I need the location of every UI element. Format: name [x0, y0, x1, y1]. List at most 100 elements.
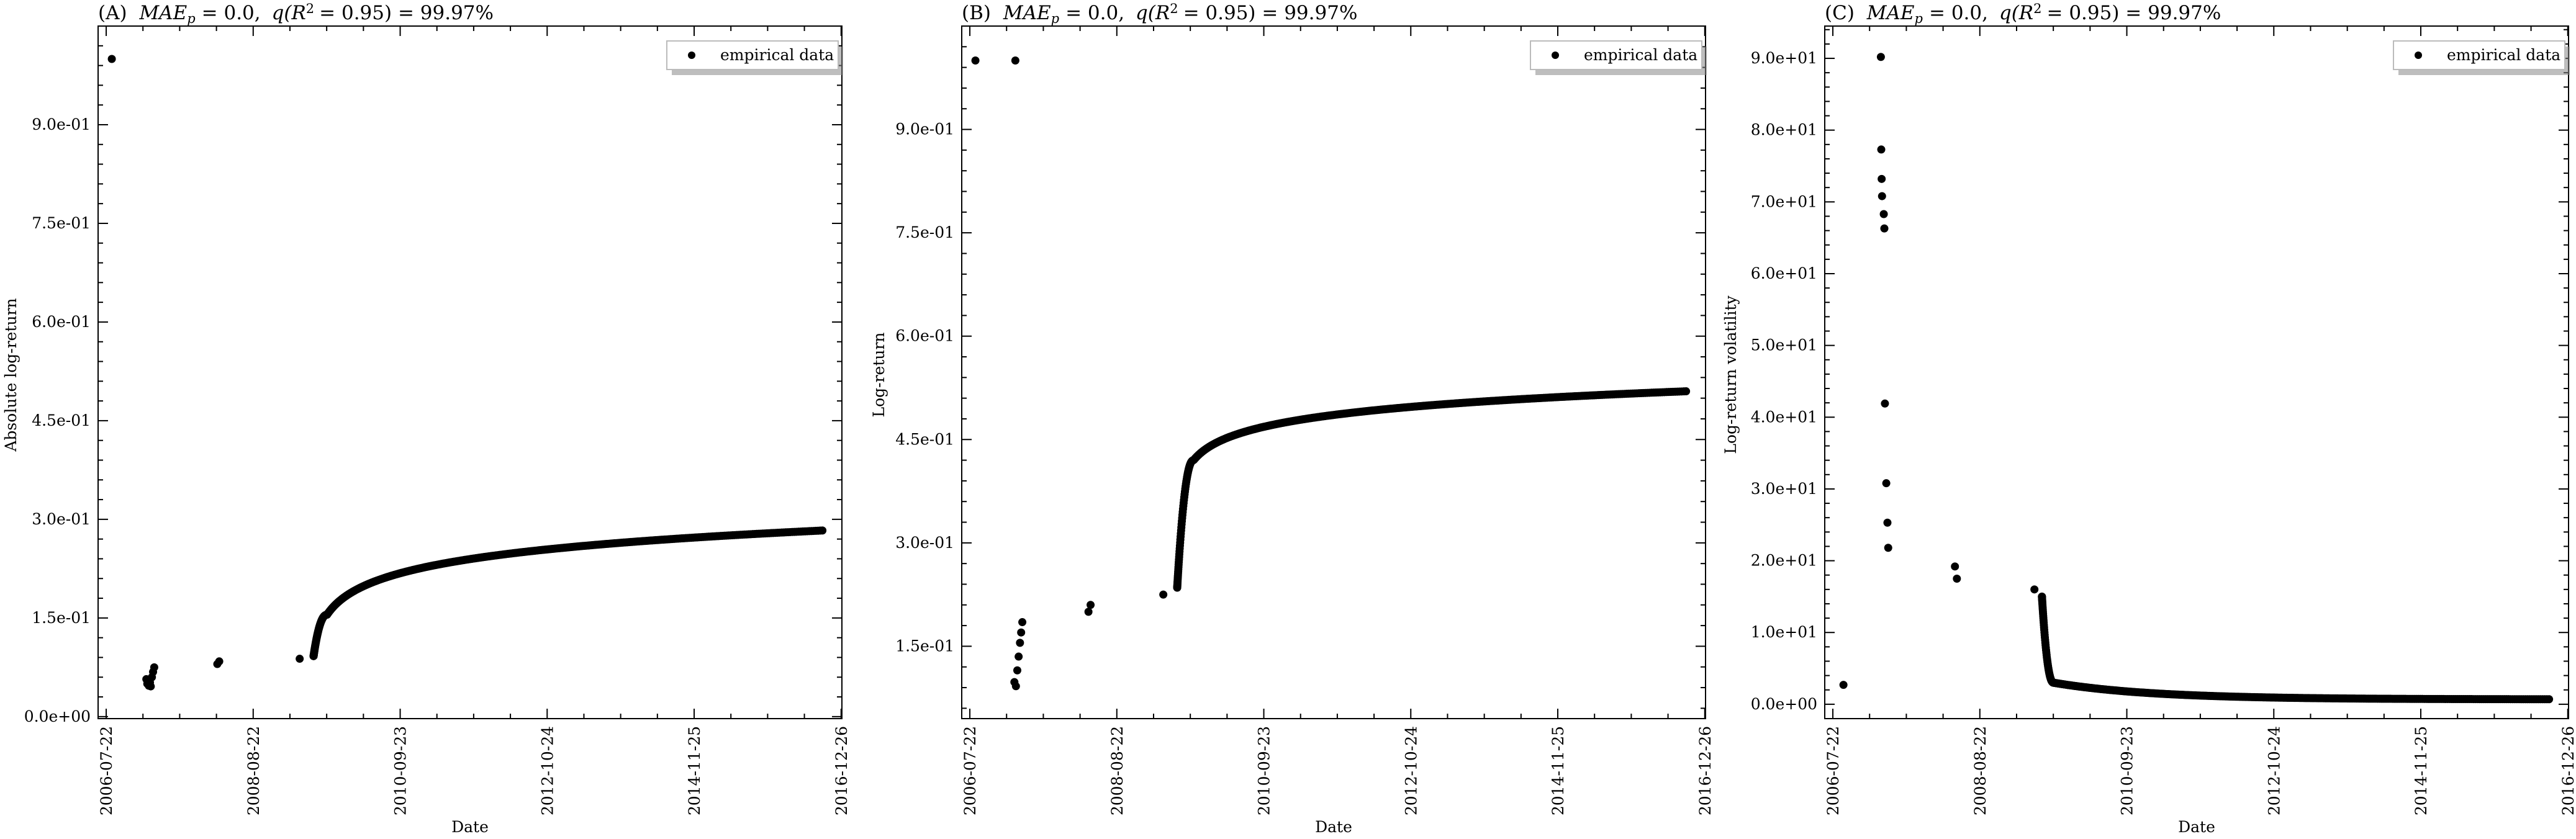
data-point: [1011, 682, 1020, 691]
panel-c-ticks: 0.0e+00 1.0e+01 2.0e+01 3.0e+01 4.0e+01 5.0e+…: [1751, 26, 2576, 815]
data-point: [818, 526, 827, 535]
data-point: [1159, 590, 1168, 599]
data-point: [1839, 681, 1848, 689]
y-tick-label: 6.0e-01: [895, 327, 954, 345]
panel-b-legend-marker: [1552, 52, 1559, 59]
panel-a-marks: [107, 55, 827, 691]
panel-b-frame: [961, 25, 1706, 719]
x-tick-label: 2008-08-22: [1971, 726, 1989, 815]
data-point: [1011, 56, 1019, 65]
panel-a-legend: empirical data: [666, 40, 843, 75]
y-tick-label: 3.0e-01: [895, 534, 954, 552]
panel-a-legend-label: empirical data: [720, 46, 834, 64]
panel-b-legend-label: empirical data: [1584, 46, 1697, 64]
panel-a: (A) MAEp = 0.0, q(R2 = 0.95) = 99.97% Abso…: [2, 1, 851, 836]
y-tick-label: 1.5e-01: [895, 637, 954, 655]
x-tick-label: 2016-12-26: [1696, 726, 1714, 815]
y-tick-label: 4.5e-01: [895, 430, 954, 448]
x-tick-label: 2012-10-24: [538, 726, 556, 815]
y-tick-label: 2.0e+01: [1751, 552, 1817, 570]
panel-b-title: (B) MAEp = 0.0, q(R2 = 0.95) = 99.97%: [962, 1, 1357, 26]
y-tick-label: 7.5e-01: [32, 214, 91, 232]
panel-a-title: (A) MAEp = 0.0, q(R2 = 0.95) = 99.97%: [98, 1, 494, 26]
y-tick-label: 4.5e-01: [32, 411, 91, 429]
data-point: [1013, 666, 1021, 675]
panel-b: (B) MAEp = 0.0, q(R2 = 0.95) = 99.97% Log-…: [870, 1, 1714, 836]
y-tick-label: 1.5e-01: [32, 609, 91, 627]
data-point: [1951, 562, 1959, 571]
y-tick-label: 8.0e+01: [1751, 121, 1817, 139]
x-tick-label: 2014-11-25: [2412, 726, 2430, 815]
data-point: [1880, 224, 1889, 233]
data-point: [1682, 387, 1691, 396]
panel-b-xlabel: Date: [1315, 818, 1352, 836]
data-point: [1881, 399, 1889, 408]
panel-c-legend-marker: [2415, 52, 2422, 59]
data-point: [150, 663, 158, 671]
y-tick-label: 9.0e-01: [895, 120, 954, 138]
data-point: [296, 655, 304, 663]
y-tick-label: 6.0e-01: [32, 313, 91, 331]
panel-a-ylabel: Absolute log-return: [2, 298, 20, 452]
y-tick-label: 1.0e+01: [1751, 623, 1817, 641]
panel-a-ticks: 0.0e+00 1.5e-01 3.0e-01 4.5e-01 6.0e-01 7.5e-…: [24, 25, 851, 815]
panel-b-ticks: 1.5e-01 3.0e-01 4.5e-01 6.0e-01 7.5e-01 9.0e-…: [895, 25, 1714, 815]
x-tick-label: 2010-09-23: [1255, 726, 1273, 815]
panel-c-marks: [1839, 53, 2554, 704]
panel-b-marks: [971, 56, 1691, 691]
data-point: [1879, 210, 1888, 218]
data-point: [1878, 192, 1886, 200]
panel-c-legend: empirical data: [2393, 40, 2570, 75]
data-point: [1876, 53, 1885, 61]
x-tick-label: 2012-10-24: [2265, 726, 2283, 815]
x-tick-label: 2016-12-26: [833, 726, 851, 815]
panel-c-title: (C) MAEp = 0.0, q(R2 = 0.95) = 99.97%: [1825, 1, 2221, 26]
x-tick-label: 2014-11-25: [1549, 726, 1567, 815]
data-point: [2545, 695, 2554, 704]
y-tick-label: 3.0e+01: [1751, 480, 1817, 498]
data-point: [107, 55, 116, 63]
panel-b-legend: empirical data: [1530, 40, 1707, 75]
y-tick-label: 3.0e-01: [32, 510, 91, 528]
panel-c-ylabel: Log-return volatility: [1722, 295, 1740, 454]
panel-c: (C) MAEp = 0.0, q(R2 = 0.95) = 99.97% Log-…: [1722, 1, 2576, 836]
y-tick-label: 0.0e+00: [24, 707, 91, 725]
y-tick-label: 9.0e-01: [32, 115, 91, 133]
y-tick-label: 7.0e+01: [1751, 192, 1817, 210]
data-point: [1015, 652, 1023, 661]
data-point: [1883, 518, 1892, 527]
data-point: [1878, 174, 1886, 183]
data-point: [1877, 145, 1886, 154]
data-point: [1884, 544, 1892, 552]
data-point: [1018, 618, 1027, 627]
x-tick-label: 2016-12-26: [2559, 726, 2576, 815]
data-point: [1084, 608, 1093, 616]
y-tick-label: 5.0e+01: [1751, 336, 1817, 354]
x-tick-label: 2006-07-22: [97, 726, 115, 815]
panel-a-frame: [97, 25, 843, 719]
data-point: [971, 56, 980, 65]
y-tick-label: 9.0e+01: [1751, 49, 1817, 67]
data-point: [215, 657, 224, 666]
x-tick-label: 2014-11-25: [685, 726, 703, 815]
y-tick-label: 4.0e+01: [1751, 408, 1817, 426]
panel-a-xlabel: Date: [451, 818, 489, 836]
x-tick-label: 2008-08-22: [1108, 726, 1126, 815]
x-tick-label: 2006-07-22: [961, 726, 979, 815]
panel-c-legend-label: empirical data: [2447, 46, 2560, 64]
x-tick-label: 2012-10-24: [1402, 726, 1420, 815]
panel-b-ylabel: Log-return: [870, 332, 888, 417]
x-tick-label: 2010-09-23: [392, 726, 410, 815]
y-tick-label: 0.0e+00: [1751, 695, 1817, 713]
y-tick-label: 6.0e+01: [1751, 264, 1817, 282]
x-tick-label: 2008-08-22: [245, 726, 263, 815]
data-point: [1017, 628, 1026, 637]
x-tick-label: 2010-09-23: [2118, 726, 2136, 815]
data-point: [1953, 574, 1961, 583]
panel-a-legend-marker: [688, 52, 695, 59]
data-point: [1016, 639, 1024, 647]
panel-c-frame: [1824, 25, 2569, 719]
y-tick-label: 7.5e-01: [895, 223, 954, 241]
data-point: [1882, 479, 1891, 488]
